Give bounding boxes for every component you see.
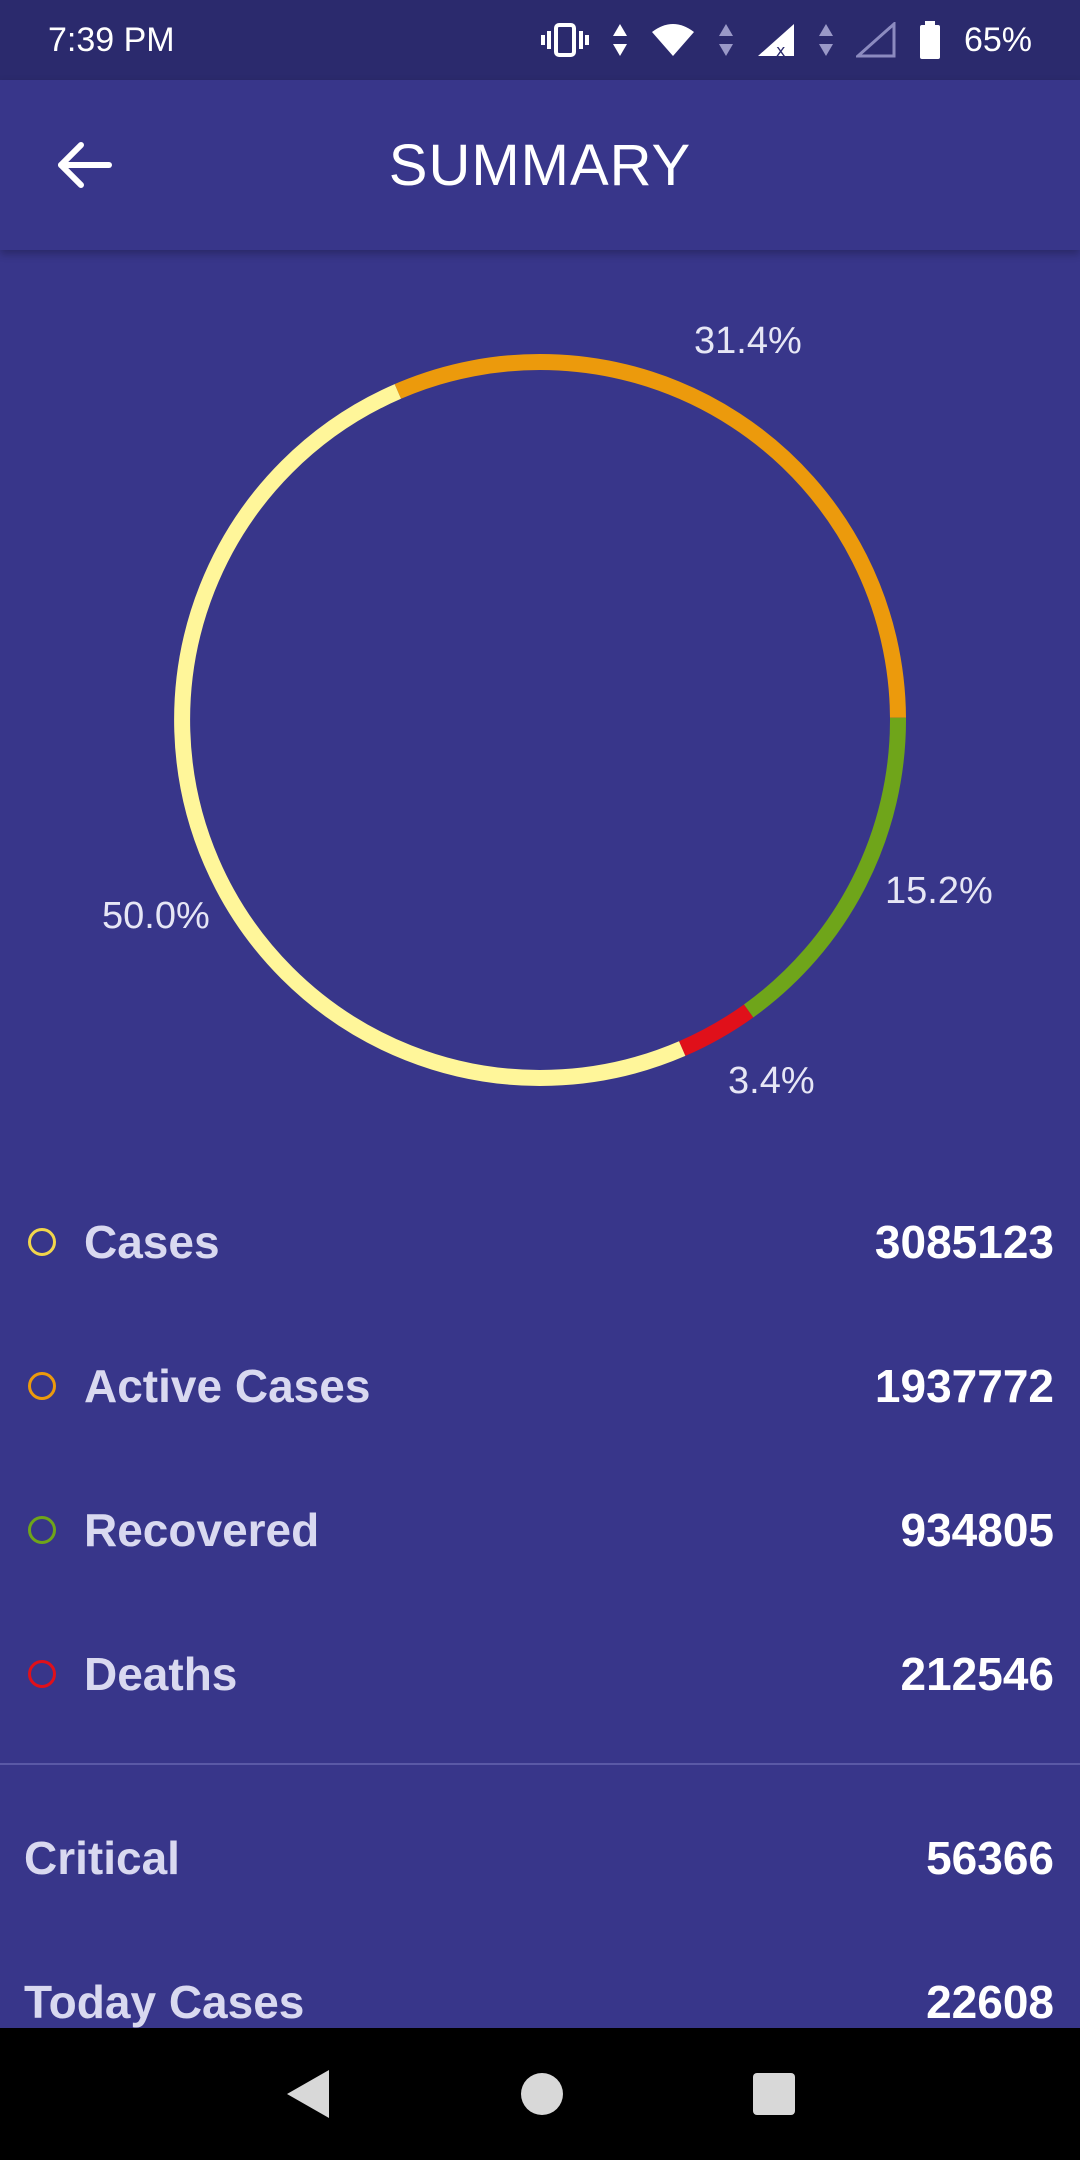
summary-ring-chart: 31.4% 15.2% 3.4% 50.0% [0, 250, 1080, 1150]
legend-row-recovered: Recovered 934805 [0, 1458, 1080, 1602]
legend-value: 3085123 [874, 1216, 1054, 1268]
ring-chart-svg [174, 354, 906, 1086]
square-recents-icon[interactable] [751, 2071, 797, 2117]
signal-icon: x [757, 24, 794, 58]
ring-slice-active-cases [394, 354, 906, 718]
stat-value: 22608 [926, 1976, 1054, 2028]
wifi-icon [651, 24, 694, 56]
circle-home-icon[interactable] [519, 2071, 565, 2117]
legend-list: Cases 3085123 Active Cases 1937772 Recov… [0, 1170, 1080, 1746]
pct-label-active: 31.4% [694, 320, 802, 362]
data-arrows-icon [718, 24, 733, 56]
legend-value: 934805 [900, 1504, 1055, 1556]
legend-label: Deaths [84, 1648, 238, 1700]
legend-value: 212546 [900, 1648, 1055, 1700]
battery-level: 65% [963, 20, 1032, 59]
data-arrows-icon [818, 24, 833, 56]
extra-stats: Critical 56366 Today Cases 22608 [0, 1786, 1080, 2074]
stat-value: 56366 [926, 1832, 1054, 1884]
status-time: 7:39 PM [48, 20, 175, 59]
page-title: SUMMARY [388, 132, 692, 198]
stat-label: Today Cases [24, 1976, 305, 2028]
vibrate-icon [540, 23, 589, 57]
app-bar: SUMMARY [0, 80, 1080, 250]
legend-value: 1937772 [874, 1360, 1054, 1412]
divider [0, 1763, 1080, 1765]
legend-label: Recovered [84, 1504, 320, 1556]
svg-text:x: x [776, 41, 785, 58]
circle-icon [28, 1228, 56, 1256]
battery-icon [919, 21, 940, 59]
circle-icon [28, 1660, 56, 1688]
pct-label-cases: 50.0% [102, 895, 210, 937]
back-button[interactable] [50, 130, 120, 200]
stat-row-today-cases: Today Cases 22608 [0, 1930, 1080, 2074]
ring-slice-cases [174, 384, 686, 1086]
status-icons: x 65% [540, 20, 1032, 60]
stat-label: Critical [24, 1832, 180, 1884]
pct-label-recovered: 15.2% [885, 870, 993, 912]
circle-icon [28, 1516, 56, 1544]
signal-empty-icon [855, 22, 896, 58]
arrow-left-icon [58, 142, 112, 188]
system-nav-bar [0, 2028, 1080, 2160]
stat-row-critical: Critical 56366 [0, 1786, 1080, 1930]
legend-row-active-cases: Active Cases 1937772 [0, 1314, 1080, 1458]
pct-label-deaths: 3.4% [728, 1060, 815, 1102]
data-arrows-icon [612, 24, 627, 56]
legend-label: Active Cases [84, 1360, 371, 1412]
status-bar: 7:39 PM x [0, 0, 1080, 80]
legend-row-cases: Cases 3085123 [0, 1170, 1080, 1314]
circle-icon [28, 1372, 56, 1400]
ring-slice-recovered [743, 717, 906, 1018]
ring-slice-deaths [678, 1004, 754, 1056]
legend-row-deaths: Deaths 212546 [0, 1602, 1080, 1746]
triangle-back-icon[interactable] [283, 2066, 333, 2122]
legend-label: Cases [84, 1216, 220, 1268]
